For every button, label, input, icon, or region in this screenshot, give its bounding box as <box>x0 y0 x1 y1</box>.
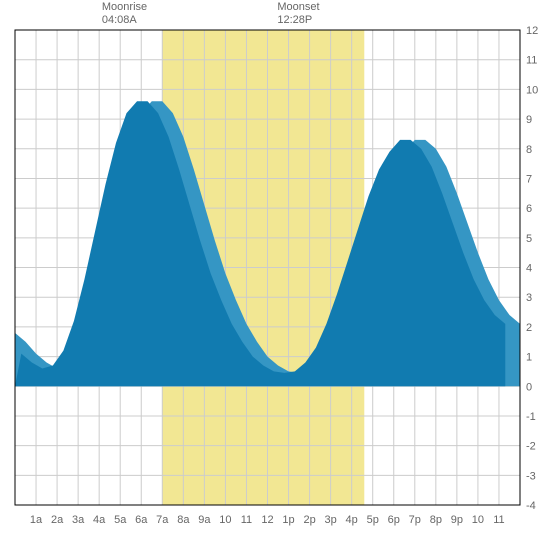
y-tick-label: 3 <box>526 292 532 304</box>
moonrise-label: Moonrise <box>102 1 147 13</box>
moonset-time: 12:28P <box>277 14 312 26</box>
x-tick-label: 11 <box>241 514 252 526</box>
y-tick-label: 9 <box>526 114 532 126</box>
x-tick-label: 3p <box>325 514 337 526</box>
moonset-label: Moonset <box>277 1 319 13</box>
x-tick-label: 12 <box>261 514 273 526</box>
x-tick-label: 6p <box>388 514 400 526</box>
x-tick-label: 5a <box>114 514 127 526</box>
y-tick-label: 0 <box>526 381 532 393</box>
y-tick-label: -1 <box>526 411 536 423</box>
x-tick-label: 8p <box>430 514 442 526</box>
y-tick-label: -2 <box>526 441 536 453</box>
x-tick-label: 9a <box>198 514 211 526</box>
y-tick-label: 1 <box>526 352 532 364</box>
tide-chart: -4-3-2-101234567891011121a2a3a4a5a6a7a8a… <box>0 0 550 550</box>
x-tick-label: 8a <box>177 514 190 526</box>
y-tick-label: -4 <box>526 500 536 512</box>
x-tick-label: 7a <box>156 514 169 526</box>
x-tick-label: 9p <box>451 514 463 526</box>
x-tick-label: 10 <box>219 514 231 526</box>
x-tick-label: 2p <box>303 514 315 526</box>
x-tick-label: 7p <box>409 514 421 526</box>
moonrise-time: 04:08A <box>102 14 138 26</box>
y-tick-label: 5 <box>526 233 532 245</box>
x-tick-label: 5p <box>367 514 379 526</box>
y-tick-label: 2 <box>526 322 532 334</box>
x-tick-label: 2a <box>51 514 64 526</box>
x-tick-label: 6a <box>135 514 148 526</box>
x-tick-label: 4p <box>346 514 358 526</box>
y-tick-label: 8 <box>526 144 532 156</box>
x-tick-label: 1p <box>282 514 294 526</box>
y-tick-label: 11 <box>526 55 537 67</box>
x-tick-label: 11 <box>493 514 504 526</box>
y-tick-label: 4 <box>526 263 532 275</box>
y-tick-label: -3 <box>526 470 536 482</box>
y-tick-label: 6 <box>526 203 532 215</box>
x-tick-label: 1a <box>30 514 43 526</box>
y-tick-label: 12 <box>526 25 538 37</box>
y-tick-label: 7 <box>526 173 532 185</box>
x-tick-label: 10 <box>472 514 484 526</box>
x-tick-label: 3a <box>72 514 85 526</box>
chart-svg: -4-3-2-101234567891011121a2a3a4a5a6a7a8a… <box>0 0 550 550</box>
x-tick-label: 4a <box>93 514 106 526</box>
y-tick-label: 10 <box>526 84 538 96</box>
